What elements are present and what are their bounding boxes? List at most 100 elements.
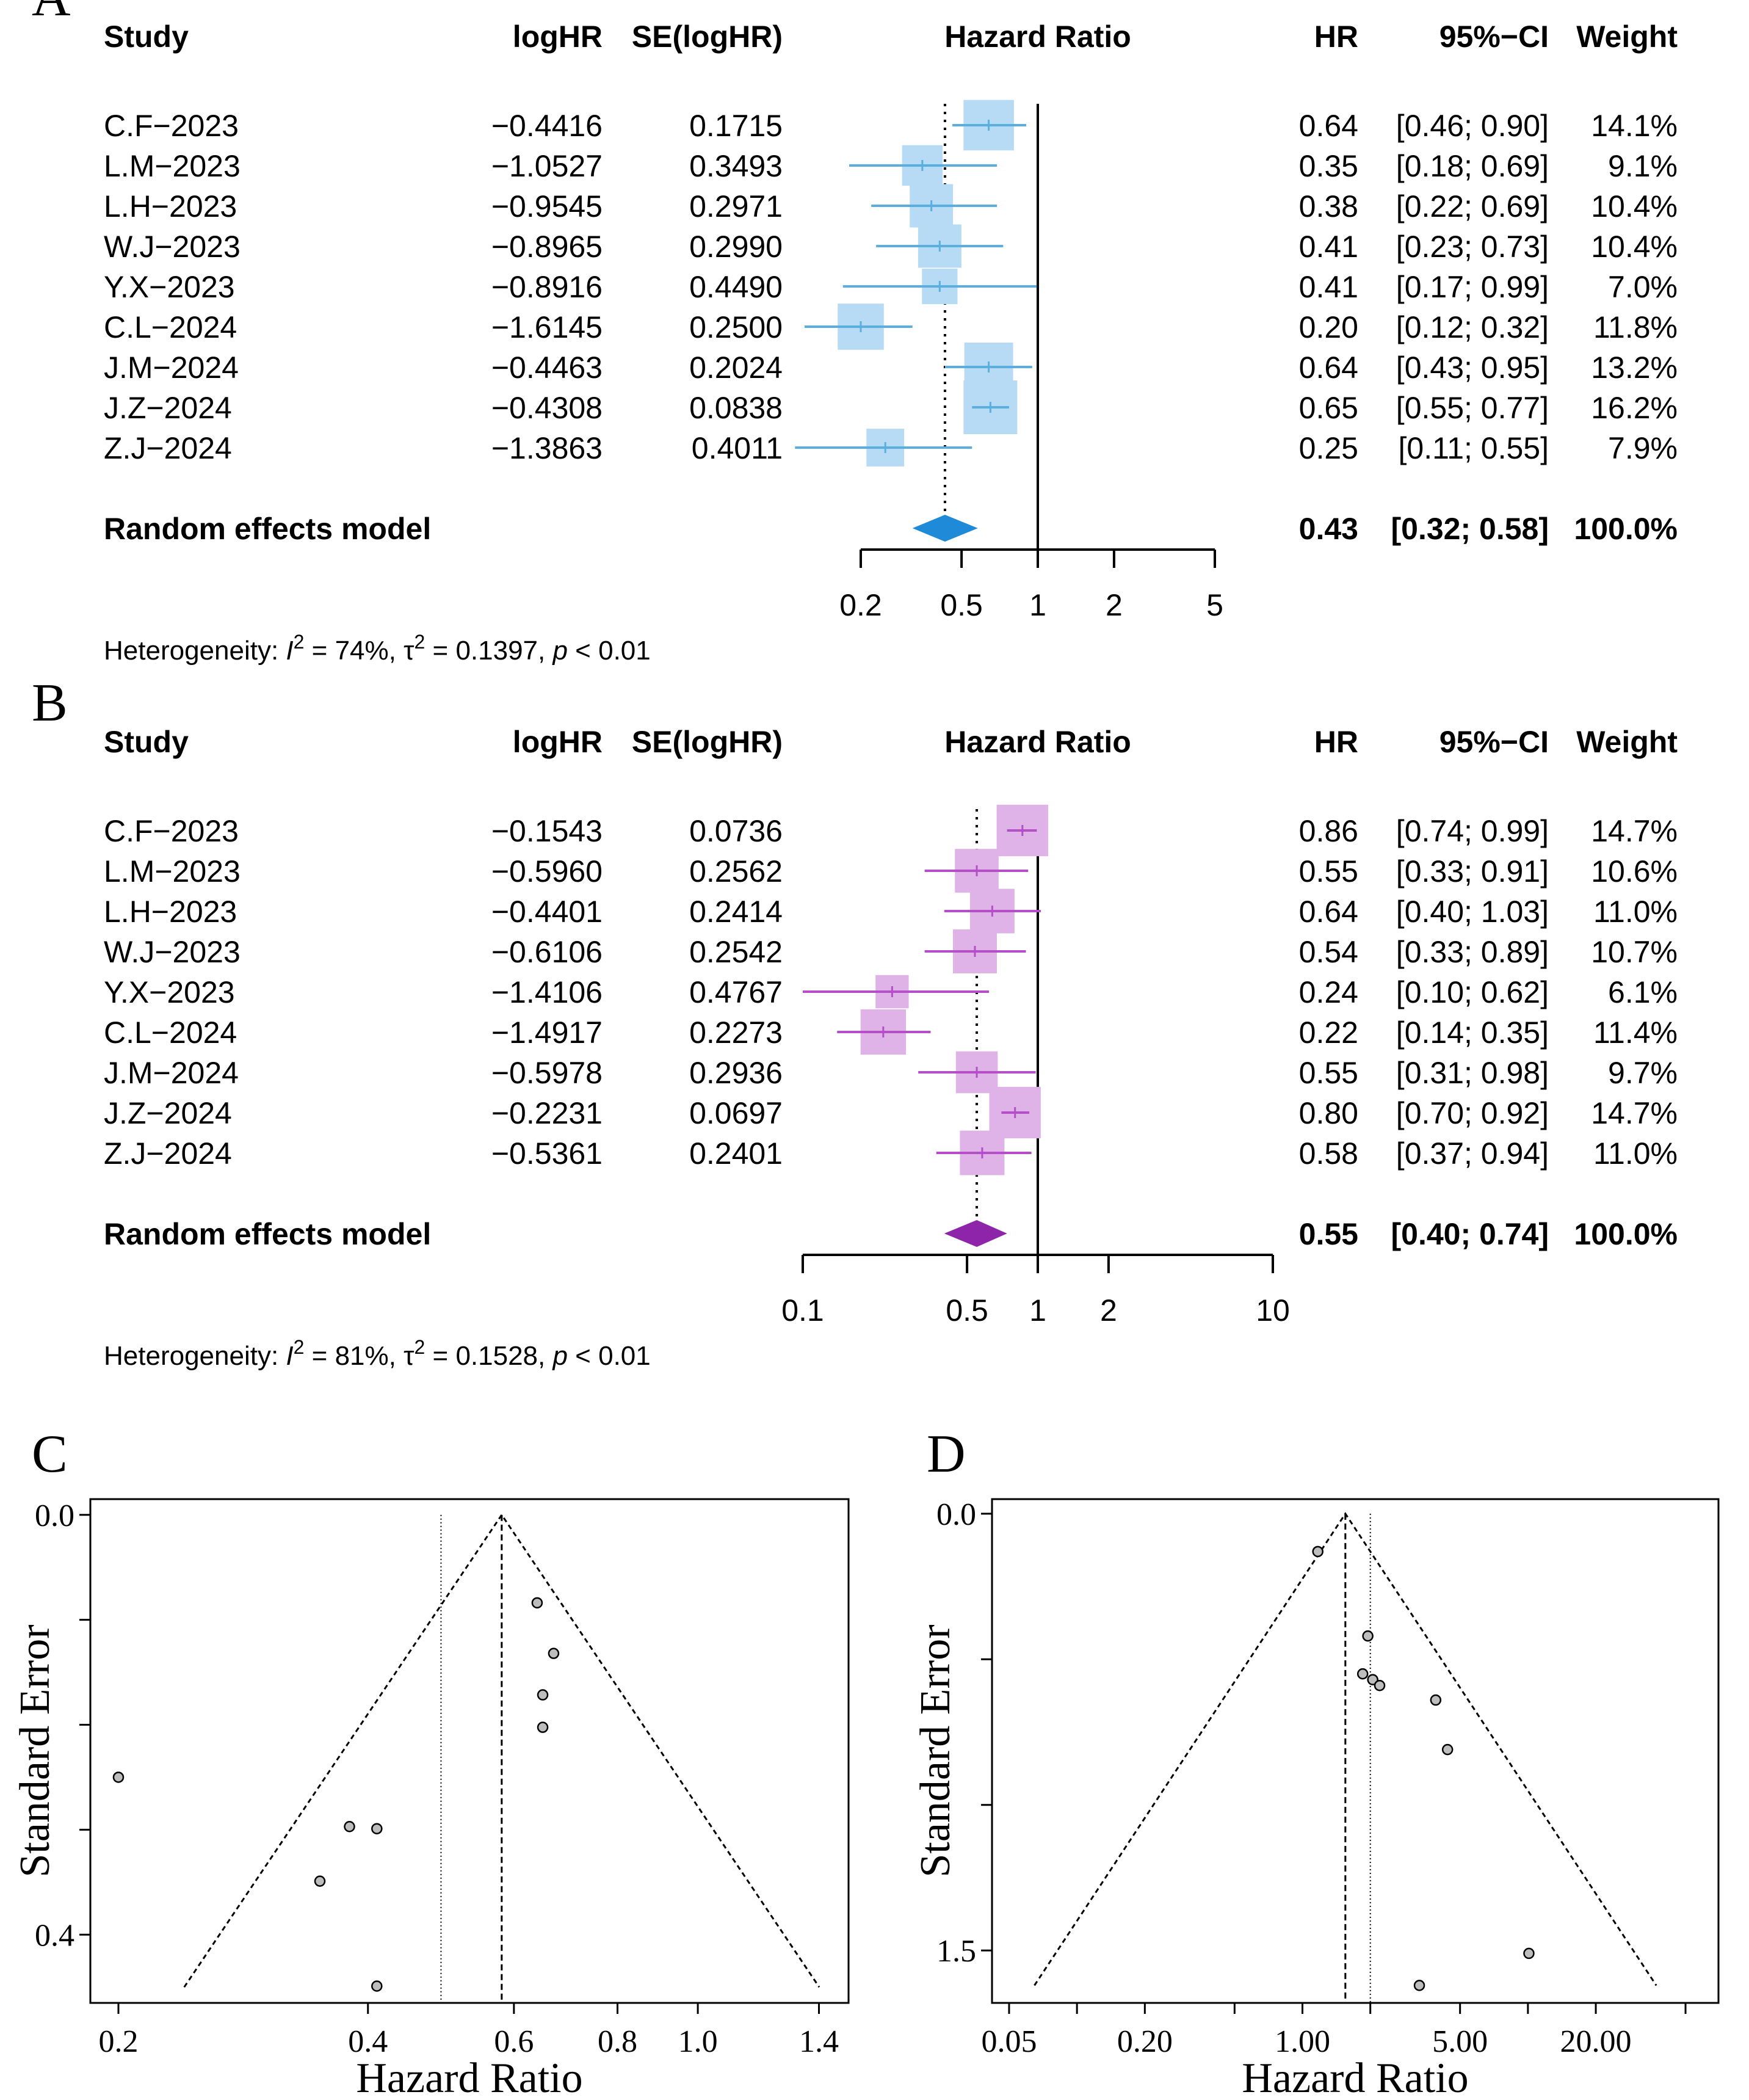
ci-value: [0.23; 0.73] [1396,230,1549,264]
weight-value: 7.9% [1608,431,1678,465]
ci-value: [0.33; 0.91] [1396,854,1549,888]
study-label: J.M−2024 [104,1056,239,1090]
se-value: 0.4490 [689,270,783,304]
study-label: L.H−2023 [104,895,237,929]
weight-value: 9.1% [1608,149,1678,183]
model-ci: [0.32; 0.58] [1391,512,1549,546]
study-label: Y.X−2023 [104,975,235,1009]
se-value: 0.2971 [689,189,783,223]
se-value: 0.2401 [689,1136,783,1171]
funnel-plot-d: D 0.05 0.20 1.00 5.00 20.00 0.0 1.5 Hazard Ratio… [912,1425,1720,2100]
weight-value: 11.0% [1593,895,1678,929]
axis-tick-label: 0.1 [781,1293,824,1328]
x-tick-label: 5.00 [1432,2024,1488,2059]
het-tau-exponent: 2 [415,631,425,653]
het-p-symbol: p [551,636,567,666]
header-study: Study [104,20,189,54]
study-label: Z.J−2024 [104,431,232,465]
het-prefix: Heterogeneity: [104,1341,286,1371]
hr-value: 0.20 [1299,310,1358,344]
panel-letter: A [32,0,71,27]
loghr-value: −1.4917 [491,1015,603,1050]
loghr-value: −0.2231 [491,1096,603,1130]
heterogeneity-text: Heterogeneity: I2 = 74%, τ2 = 0.1397, p … [104,631,651,666]
hr-value: 0.25 [1299,431,1358,465]
panel-letter: D [927,1425,966,1484]
het-tau-value: = 0.1397, [425,636,552,666]
hr-value: 0.86 [1299,814,1358,848]
study-point [548,1648,560,1659]
header-weight: Weight [1576,20,1678,54]
se-value: 0.4011 [692,431,783,465]
study-point [1430,1694,1442,1706]
loghr-value: −0.1543 [491,814,603,848]
x-tick-label: 1.4 [799,2024,839,2059]
loghr-value: −1.6145 [491,310,603,344]
axis-tick-label: 1 [1029,588,1046,622]
ci-value: [0.43; 0.95] [1396,351,1549,385]
hr-value: 0.58 [1299,1136,1358,1171]
het-tau-exponent: 2 [415,1336,425,1358]
weight-value: 7.0% [1608,270,1678,304]
hr-value: 0.55 [1299,1056,1358,1090]
model-weight: 100.0% [1574,512,1678,546]
se-value: 0.1715 [689,109,783,143]
study-point [314,1875,326,1887]
study-label: C.L−2024 [104,1015,237,1050]
loghr-value: −0.5960 [491,854,603,888]
axis-tick-label: 10 [1256,1293,1290,1328]
ci-value: [0.37; 0.94] [1396,1136,1549,1171]
study-point [371,1980,383,1992]
study-label: L.M−2023 [104,854,241,888]
x-tick-label: 1.00 [1275,2024,1330,2059]
study-label: Y.X−2023 [104,270,235,304]
loghr-value: −1.3863 [491,431,603,465]
study-label: J.Z−2024 [104,1096,232,1130]
y-axis-label: Standard Error [12,1624,59,1877]
funnel-boundary [183,1513,820,1988]
axis-tick-label: 0.5 [940,588,983,622]
loghr-value: −0.5978 [491,1056,603,1090]
het-p-value: < 0.01 [568,636,651,666]
loghr-value: −0.9545 [491,189,603,223]
het-i2-value: = 81%, [304,1341,404,1371]
ci-value: [0.46; 0.90] [1396,109,1549,143]
se-value: 0.3493 [689,149,783,183]
weight-value: 10.7% [1591,935,1678,969]
study-label: J.M−2024 [104,351,239,385]
se-value: 0.2542 [689,935,783,969]
loghr-value: −0.4463 [491,351,603,385]
weight-value: 10.4% [1591,189,1678,223]
panel-letter: C [32,1425,68,1484]
ci-value: [0.22; 0.69] [1396,189,1549,223]
model-label: Random effects model [104,1217,431,1251]
weight-value: 11.4% [1593,1015,1678,1050]
header-hazard-ratio: Hazard Ratio [944,20,1131,54]
model-label: Random effects model [104,512,431,546]
weight-value: 14.7% [1591,814,1678,848]
se-value: 0.2500 [689,310,783,344]
loghr-value: −1.4106 [491,975,603,1009]
ci-value: [0.70; 0.92] [1396,1096,1549,1130]
y-tick-label: 0.0 [936,1497,976,1532]
header-ci: 95%−CI [1439,20,1549,54]
study-label: W.J−2023 [104,935,241,969]
plot-frame [991,1498,1720,2004]
model-diamond [944,1220,1007,1247]
panel-letter: B [32,674,68,733]
study-label: C.F−2023 [104,109,239,143]
weight-value: 6.1% [1608,975,1678,1009]
axis-tick-label: 1 [1029,1293,1046,1328]
study-label: L.H−2023 [104,189,237,223]
model-hr: 0.55 [1299,1217,1358,1251]
x-tick-label: 0.20 [1117,2024,1173,2059]
y-axis-label: Standard Error [912,1624,959,1877]
se-value: 0.4767 [689,975,783,1009]
axis-tick-label: 0.2 [839,588,882,622]
weight-value: 13.2% [1591,351,1678,385]
x-tick-label: 0.05 [981,2024,1037,2059]
se-value: 0.2024 [689,351,783,385]
weight-value: 16.2% [1591,391,1678,425]
